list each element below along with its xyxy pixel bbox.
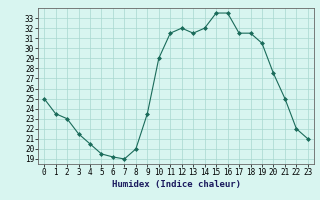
X-axis label: Humidex (Indice chaleur): Humidex (Indice chaleur) [111,180,241,189]
